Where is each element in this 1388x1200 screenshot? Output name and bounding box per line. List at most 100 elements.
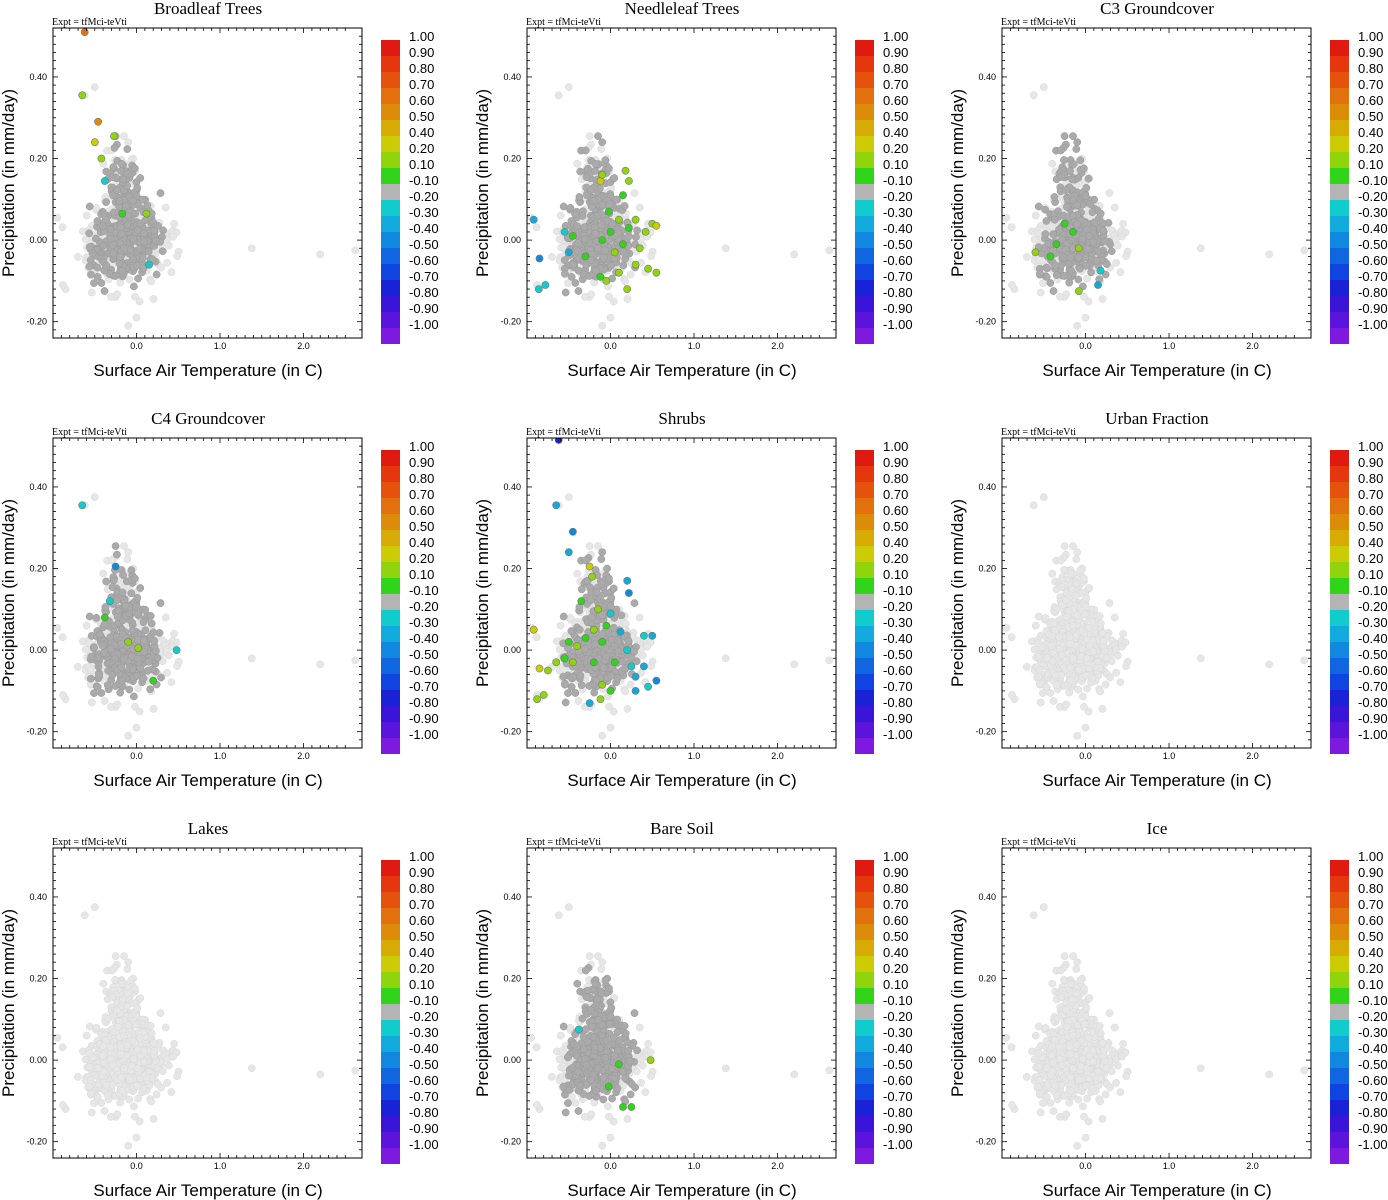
y-tick-label: 0.00	[29, 235, 47, 245]
colorbar-label: -0.90	[1358, 301, 1388, 316]
neutral-point	[129, 255, 137, 264]
neutral-point	[594, 244, 602, 253]
neutral-point	[1068, 175, 1077, 184]
colorbar-swatch	[855, 328, 874, 344]
neutral-point	[115, 197, 124, 206]
background-point	[564, 83, 573, 91]
neutral-point	[578, 212, 587, 220]
data-point	[100, 613, 109, 622]
data-point	[124, 638, 133, 646]
background-point	[86, 666, 95, 674]
plot-frame	[52, 437, 363, 749]
neutral-point	[146, 612, 155, 620]
background-point	[161, 203, 170, 212]
neutral-point	[144, 657, 153, 666]
neutral-point	[1082, 261, 1090, 270]
background-point	[87, 288, 96, 297]
neutral-point	[138, 253, 147, 262]
neutral-point	[156, 189, 165, 197]
neutral-point	[149, 218, 158, 227]
neutral-point	[95, 670, 103, 679]
colorbar-swatch	[381, 216, 400, 232]
colorbar-label: 0.20	[883, 141, 908, 156]
neutral-point	[125, 685, 134, 694]
x-tick-label: 2.0	[297, 341, 310, 351]
neutral-point	[131, 164, 139, 173]
colorbar-label: -1.00	[883, 317, 913, 332]
neutral-point	[574, 287, 583, 295]
neutral-point	[111, 542, 120, 550]
background-point	[123, 555, 132, 563]
background-point	[100, 697, 109, 705]
neutral-point	[126, 246, 135, 254]
neutral-point	[1073, 220, 1082, 228]
colorbar-swatch	[1330, 312, 1349, 328]
neutral-point	[115, 259, 124, 268]
neutral-point	[116, 223, 125, 232]
data-point	[619, 240, 627, 249]
data-point	[641, 227, 650, 236]
data-point	[625, 223, 633, 232]
neutral-point	[1084, 174, 1093, 183]
data-point	[635, 244, 644, 253]
background-point	[1031, 211, 1040, 220]
data-point	[118, 209, 127, 218]
neutral-point	[598, 138, 607, 147]
neutral-point	[93, 683, 102, 691]
background-point	[585, 132, 594, 140]
data-point	[623, 285, 632, 293]
y-axis-label: Precipitation (in mm/day)	[948, 89, 967, 277]
data-point	[535, 254, 544, 263]
neutral-point	[139, 674, 148, 683]
neutral-point	[1072, 145, 1081, 153]
colorbar-swatch	[381, 200, 400, 216]
colorbar-label: 0.90	[1358, 45, 1383, 60]
background-point	[124, 138, 133, 147]
panel-title: C4 Groundcover	[151, 409, 265, 428]
neutral-point	[86, 256, 95, 264]
neutral-point	[1049, 287, 1058, 295]
neutral-point	[117, 229, 126, 238]
colorbar-swatch	[1330, 152, 1349, 168]
colorbar-label: -0.40	[409, 221, 439, 236]
neutral-point	[140, 637, 148, 645]
background-point	[113, 700, 122, 709]
data-point	[1074, 287, 1083, 295]
data-point	[172, 646, 181, 654]
x-tick-label: 2.0	[1246, 341, 1259, 351]
neutral-point	[1062, 186, 1070, 195]
neutral-point	[1036, 269, 1044, 278]
neutral-point	[601, 156, 610, 165]
background-point	[74, 253, 82, 261]
background-point	[1029, 91, 1038, 100]
neutral-point	[1068, 211, 1077, 220]
colorbar-label: 0.70	[883, 77, 908, 92]
data-point	[1096, 266, 1105, 275]
neutral-point	[1088, 208, 1097, 217]
data-point	[1069, 227, 1077, 236]
data-point	[534, 285, 543, 293]
neutral-point	[1052, 271, 1061, 280]
colorbar-label: -1.00	[1358, 317, 1388, 332]
neutral-point	[587, 186, 595, 195]
colorbar-swatch	[1330, 104, 1349, 120]
background-point	[173, 662, 181, 670]
neutral-point	[574, 239, 582, 247]
colorbar-swatch	[855, 72, 874, 88]
colorbar-label: -0.50	[1358, 237, 1388, 252]
colorbar-swatch	[1330, 120, 1349, 136]
y-tick-label: 0.20	[978, 154, 996, 164]
colorbar-swatch	[855, 88, 874, 104]
background-point	[53, 623, 62, 632]
background-point	[132, 723, 141, 732]
colorbar-label: 0.20	[1358, 141, 1383, 156]
background-point	[555, 235, 564, 244]
background-point	[630, 189, 639, 197]
background-point	[59, 281, 67, 289]
neutral-point	[133, 654, 142, 663]
neutral-point	[146, 685, 155, 694]
background-point	[132, 313, 141, 322]
colorbar-label: 0.10	[409, 157, 434, 172]
data-point	[596, 272, 605, 281]
